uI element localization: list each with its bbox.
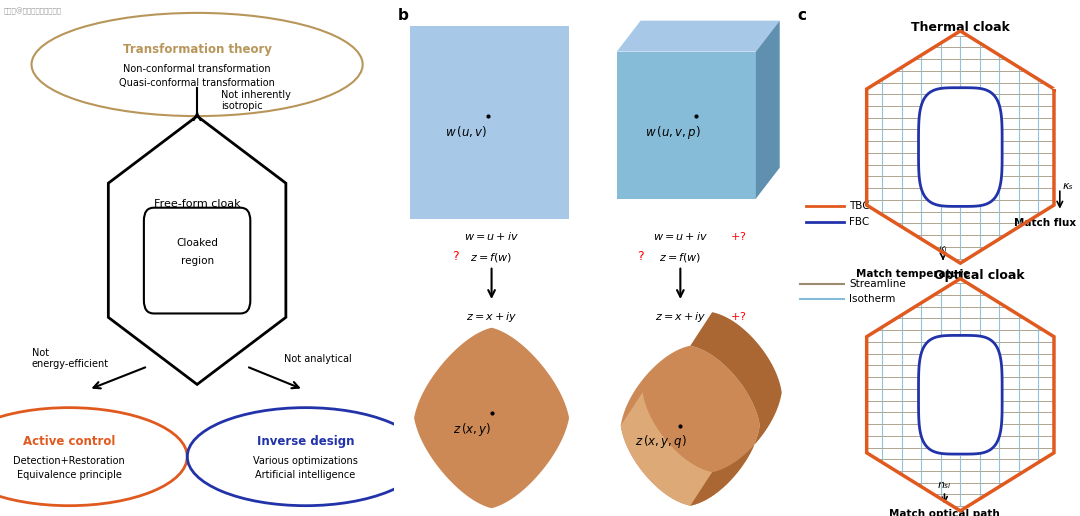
Polygon shape <box>756 21 780 199</box>
Text: Artificial intelligence: Artificial intelligence <box>255 470 355 480</box>
Text: Free-form cloak: Free-form cloak <box>153 199 241 209</box>
Text: Optical cloak: Optical cloak <box>934 269 1025 282</box>
Text: $w=u+iv$: $w=u+iv$ <box>464 230 519 241</box>
Text: Equivalence principle: Equivalence principle <box>16 470 121 480</box>
Polygon shape <box>410 26 569 219</box>
Text: region: region <box>180 255 214 266</box>
Text: $?$: $?$ <box>451 250 460 264</box>
Text: $z=f(w)$: $z=f(w)$ <box>471 251 513 265</box>
Text: Inverse design: Inverse design <box>257 434 354 448</box>
Text: Non-conformal transformation: Non-conformal transformation <box>123 63 271 74</box>
Text: $z=f(w)$: $z=f(w)$ <box>659 251 702 265</box>
Text: b: b <box>399 8 409 23</box>
Polygon shape <box>918 88 1002 206</box>
Text: Not inherently
isotropic: Not inherently isotropic <box>220 90 291 111</box>
Polygon shape <box>918 335 1002 454</box>
Text: Cloaked: Cloaked <box>176 237 218 248</box>
Text: Active control: Active control <box>23 434 116 448</box>
Text: Detection+Restoration: Detection+Restoration <box>13 456 125 466</box>
Text: $z\,(x, y, q)$: $z\,(x, y, q)$ <box>635 433 687 450</box>
Text: 搜狐号@大可数学人生工作室: 搜狐号@大可数学人生工作室 <box>4 8 62 15</box>
Text: Streamline: Streamline <box>849 279 906 289</box>
Polygon shape <box>621 346 760 506</box>
Text: $+?$: $+?$ <box>730 230 746 241</box>
Text: Match temperature: Match temperature <box>855 269 970 279</box>
Text: κᵢ: κᵢ <box>939 244 947 254</box>
Text: κₛ: κₛ <box>1063 181 1074 191</box>
Polygon shape <box>617 21 780 52</box>
Text: Thermal cloak: Thermal cloak <box>910 21 1010 34</box>
Text: Match flux: Match flux <box>1014 218 1077 228</box>
Text: c: c <box>797 8 807 23</box>
Text: Match optical path: Match optical path <box>889 509 1000 516</box>
Polygon shape <box>617 52 756 199</box>
Text: Transformation theory: Transformation theory <box>123 42 271 56</box>
Text: $z=x+iy$: $z=x+iy$ <box>654 310 706 324</box>
Text: Various optimizations: Various optimizations <box>253 456 357 466</box>
Text: $+?$: $+?$ <box>730 310 746 321</box>
Text: TBC: TBC <box>849 201 869 212</box>
Text: $z\,(x, y)$: $z\,(x, y)$ <box>453 421 490 438</box>
Text: Quasi-conformal transformation: Quasi-conformal transformation <box>119 77 275 88</box>
Polygon shape <box>621 392 782 506</box>
Text: Not
energy-efficient: Not energy-efficient <box>31 348 109 369</box>
Text: $w=u+iv$: $w=u+iv$ <box>652 230 708 241</box>
Polygon shape <box>866 31 1054 263</box>
Text: Isotherm: Isotherm <box>849 294 895 304</box>
Text: $?$: $?$ <box>637 250 645 264</box>
Polygon shape <box>690 312 782 506</box>
Text: $z=x+iy$: $z=x+iy$ <box>465 310 517 324</box>
Text: Not analytical: Not analytical <box>284 353 352 364</box>
Text: nₛᵢ: nₛᵢ <box>937 480 951 490</box>
Text: $w\,(u, v, p)$: $w\,(u, v, p)$ <box>645 124 700 141</box>
Text: $w\,(u, v)$: $w\,(u, v)$ <box>445 124 487 139</box>
Polygon shape <box>866 279 1054 511</box>
Text: FBC: FBC <box>849 217 869 227</box>
Polygon shape <box>415 328 569 508</box>
